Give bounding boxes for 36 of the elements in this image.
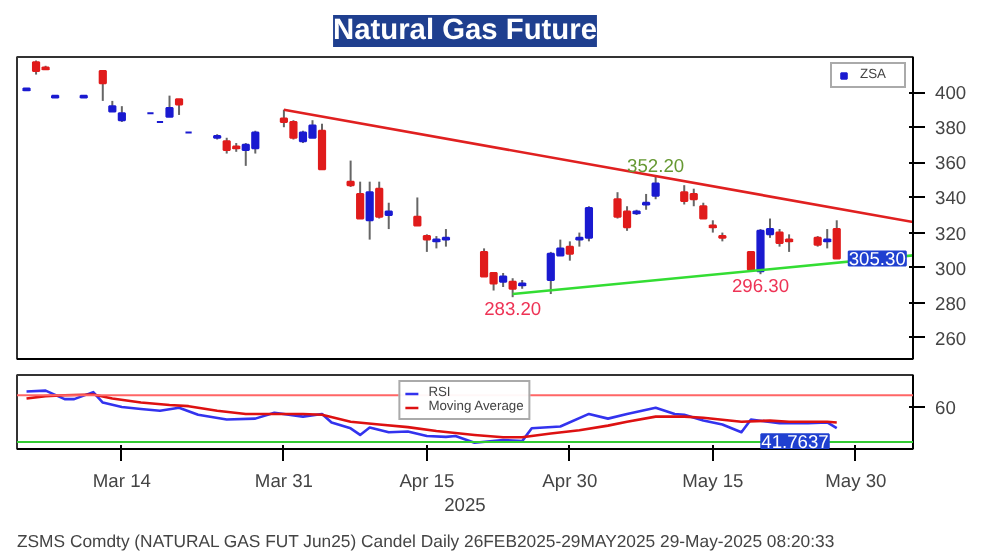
candlestick xyxy=(384,201,393,231)
candlestick xyxy=(413,196,422,227)
annotation: 41.7637 xyxy=(761,432,829,453)
x-axis-title: 2025 xyxy=(444,495,486,515)
x-tick-label: Apr 15 xyxy=(399,471,455,491)
candlestick xyxy=(165,94,174,118)
candlestick xyxy=(832,219,841,260)
x-tick-label: Apr 30 xyxy=(542,471,598,491)
annotation: 352.20 xyxy=(627,156,685,177)
candlestick xyxy=(365,180,374,241)
y-tick-label: 260 xyxy=(935,328,967,349)
candlestick xyxy=(508,277,517,299)
chart-title: Natural Gas Future xyxy=(333,15,597,47)
text: 60 xyxy=(935,397,956,418)
candlestick xyxy=(356,180,365,220)
candlestick xyxy=(565,240,574,262)
text: ZSMS Comdty (NATURAL GAS FUT Jun25) Candel Daily 26FEB2025-29MAY2025 29-May-2025 08:20:33 xyxy=(17,531,835,551)
annotation: 296.30 xyxy=(731,276,790,297)
annotation: 283.20 xyxy=(484,299,542,320)
y-tick-label: 360 xyxy=(935,153,967,174)
y-tick-label: 400 xyxy=(935,83,967,104)
candlestick xyxy=(375,180,384,220)
x-tick-label: Mar 31 xyxy=(254,471,313,491)
candlestick xyxy=(346,159,355,188)
x-tick-label: May 30 xyxy=(825,471,887,491)
y-tick-label: 380 xyxy=(935,118,967,139)
y-tick-label: 280 xyxy=(935,293,967,314)
x-tick-label: May 15 xyxy=(682,471,744,491)
y-tick-label: 300 xyxy=(935,258,967,279)
y-tick-label: 320 xyxy=(935,223,967,244)
annotation: 305.30 xyxy=(848,249,906,270)
candlestick xyxy=(317,122,327,171)
x-tick-label: Mar 14 xyxy=(92,471,151,491)
candlestick xyxy=(651,175,660,201)
candlestick xyxy=(98,70,107,102)
y-tick-label: 340 xyxy=(935,188,967,209)
